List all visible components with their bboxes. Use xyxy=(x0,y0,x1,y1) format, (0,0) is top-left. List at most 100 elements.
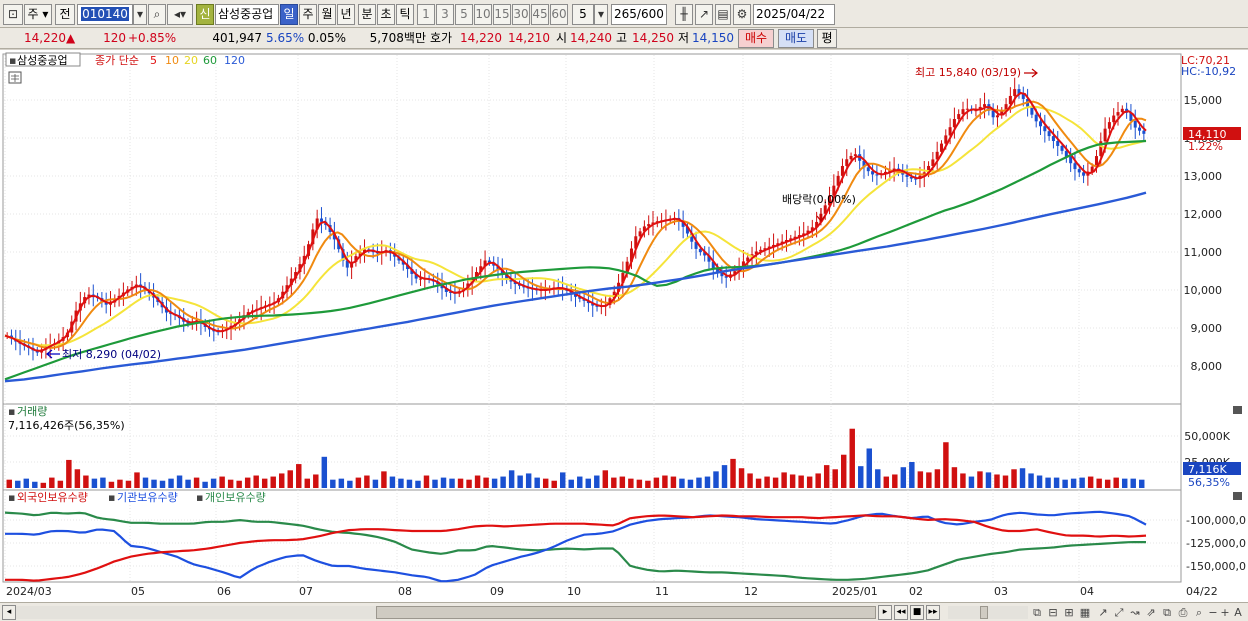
candle-type-icon[interactable]: ╫ xyxy=(675,4,693,25)
interval-select[interactable]: 5 xyxy=(572,4,594,25)
period-minute-tab[interactable]: 분 xyxy=(358,4,376,25)
volume-bar xyxy=(1139,479,1145,488)
minute-15-button[interactable]: 15 xyxy=(493,4,511,25)
minute-3-button[interactable]: 3 xyxy=(436,4,454,25)
count-field[interactable]: 265/600 xyxy=(611,4,667,25)
layout-3-icon[interactable]: ⊞ xyxy=(1064,606,1074,619)
first-page-icon[interactable]: ◂◂ xyxy=(894,605,908,620)
layout-1-icon[interactable]: ⧉ xyxy=(1033,606,1041,619)
volume-bar xyxy=(960,473,966,488)
price-panel xyxy=(2,53,1182,405)
volume-bar xyxy=(457,478,464,488)
volume-bar xyxy=(244,477,251,488)
holdings-bullet-1-icon: ▪ xyxy=(8,491,15,504)
volume-bar xyxy=(15,480,21,488)
chart-config-icon[interactable]: ⊡ xyxy=(3,4,23,25)
date-field[interactable]: 2025/04/22 xyxy=(753,4,835,25)
period-year-tab[interactable]: 년 xyxy=(337,4,355,25)
holdings-close-icon[interactable] xyxy=(1233,492,1242,500)
zoom-slider-thumb[interactable] xyxy=(980,606,988,619)
volume-bar xyxy=(134,472,140,488)
volume-bar xyxy=(321,456,328,488)
volume-bar xyxy=(645,480,651,488)
candle-body xyxy=(578,296,582,299)
gear-icon[interactable]: ⚙ xyxy=(733,4,751,25)
holdings-bullet-3-icon: ▪ xyxy=(196,491,203,504)
minute-1-button[interactable]: 1 xyxy=(417,4,435,25)
scroll-track[interactable] xyxy=(16,606,876,619)
price-tick-label: 9,000 xyxy=(1191,322,1223,335)
volume-panel xyxy=(2,403,1182,491)
candle-body xyxy=(965,108,969,110)
trend-1-icon[interactable]: ↗ xyxy=(1098,606,1108,619)
stock-code-input[interactable]: 010140 xyxy=(77,4,133,25)
zoom-out-icon[interactable]: − xyxy=(1208,606,1218,619)
buy-button[interactable]: 매수 xyxy=(738,29,774,48)
volume-close-icon[interactable] xyxy=(1233,406,1242,414)
minute-10-button[interactable]: 10 xyxy=(474,4,492,25)
font-size-icon[interactable]: A xyxy=(1234,606,1242,619)
chart-scrollbar[interactable]: ◂ ▸ ◂◂ ■ ▸▸ ⧉ ⊟ ⊞ ▦ ↗ ⤢ ↝ ⇗ ⧉ ⎙ ⌕ − + A xyxy=(0,602,1248,621)
candle-body xyxy=(1077,169,1081,173)
drawing-tool-icon[interactable]: ↗ xyxy=(695,4,713,25)
period-week-tab[interactable]: 주 xyxy=(299,4,317,25)
candle-body xyxy=(957,114,961,119)
interval-dropdown-icon[interactable]: ▾ xyxy=(594,4,608,25)
candle-body xyxy=(983,104,987,107)
chart-area[interactable]: 8,0009,00010,00011,00012,00013,00014,000… xyxy=(0,50,1248,602)
trend-4-icon[interactable]: ⇗ xyxy=(1146,606,1156,619)
period-day-tab[interactable]: 일 xyxy=(280,4,298,25)
trend-3-icon[interactable]: ↝ xyxy=(1130,606,1140,619)
layout-4-icon[interactable]: ▦ xyxy=(1079,606,1091,619)
minute-30-button[interactable]: 30 xyxy=(512,4,530,25)
candle-body xyxy=(853,154,857,156)
candle-body xyxy=(759,249,763,252)
minute-60-button[interactable]: 60 xyxy=(550,4,568,25)
eval-button[interactable]: 평 xyxy=(817,29,837,48)
scroll-right-icon[interactable]: ▸ xyxy=(878,605,892,620)
period-month-tab[interactable]: 월 xyxy=(318,4,336,25)
x-tick-label: 05 xyxy=(131,585,145,598)
volume-bar xyxy=(730,458,736,488)
price-tick-label: 11,000 xyxy=(1184,246,1223,259)
layout-2-icon[interactable]: ⊟ xyxy=(1048,606,1058,619)
sell-button[interactable]: 매도 xyxy=(778,29,814,48)
scroll-left-icon[interactable]: ◂ xyxy=(2,605,16,620)
candle-body xyxy=(1094,156,1098,167)
holdings-tick-label: -125,000,0 xyxy=(1186,537,1246,550)
volume-bar xyxy=(1053,477,1060,488)
zoom-in-icon[interactable]: + xyxy=(1220,606,1230,619)
trend-2-icon[interactable]: ⤢ xyxy=(1114,606,1124,619)
volume-bar xyxy=(594,475,600,488)
volume-bar xyxy=(1104,479,1111,488)
period-second-tab[interactable]: 초 xyxy=(377,4,395,25)
speaker-icon[interactable]: ◂▾ xyxy=(167,4,193,25)
candle-body xyxy=(914,178,918,180)
volume-bar xyxy=(628,478,634,488)
minute-5-button[interactable]: 5 xyxy=(455,4,473,25)
scroll-thumb[interactable] xyxy=(376,606,876,619)
save-icon[interactable]: ▤ xyxy=(715,4,731,25)
code-type-button[interactable]: 전 xyxy=(55,4,75,25)
minute-45-button[interactable]: 45 xyxy=(531,4,549,25)
search-icon[interactable]: ⌕ xyxy=(148,4,166,25)
period-tick-tab[interactable]: 틱 xyxy=(396,4,414,25)
candle-body xyxy=(1090,166,1094,172)
volume-bar xyxy=(159,480,166,488)
print-icon[interactable]: ⎙ xyxy=(1178,606,1188,619)
volume-bar xyxy=(219,476,225,488)
volume-bar xyxy=(57,480,64,488)
copy-icon[interactable]: ⧉ xyxy=(1163,606,1171,619)
candle-body xyxy=(944,135,948,144)
last-page-icon[interactable]: ▸▸ xyxy=(926,605,940,620)
candle-body xyxy=(789,238,793,240)
code-dropdown-icon[interactable]: ▾ xyxy=(133,4,147,25)
high-arrow-icon xyxy=(1024,68,1038,78)
search-zoom-icon[interactable]: ⌕ xyxy=(1195,606,1203,619)
chart-canvas[interactable]: 8,0009,00010,00011,00012,00013,00014,000… xyxy=(0,50,1248,602)
market-select[interactable]: 주 ▾ xyxy=(24,4,52,25)
zoom-slider[interactable] xyxy=(948,606,1028,619)
volume-bar xyxy=(142,477,149,488)
market-select-label: 주 xyxy=(27,7,39,21)
stop-icon[interactable]: ■ xyxy=(910,605,924,620)
